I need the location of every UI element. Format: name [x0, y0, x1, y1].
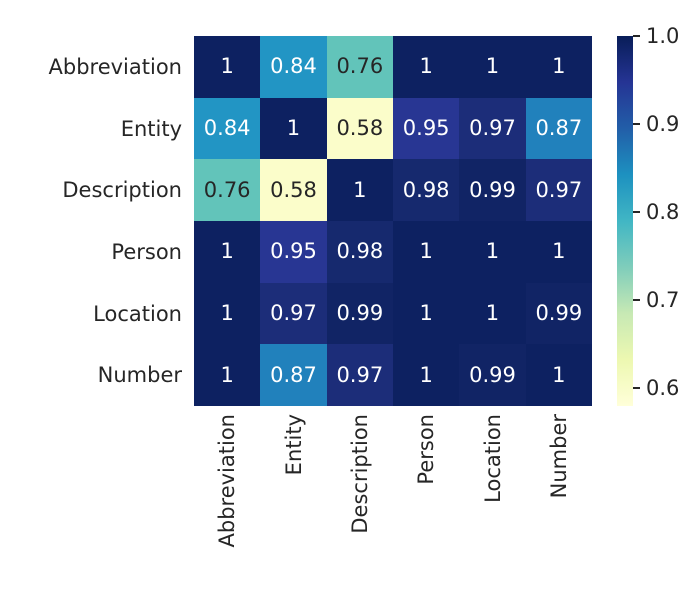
- heatmap-cell: 0.98: [326, 221, 393, 283]
- heatmap-cell: 1: [194, 344, 261, 406]
- heatmap-cell: 1: [459, 282, 526, 345]
- heatmap-cell: 0.95: [260, 221, 327, 283]
- heatmap-cell: 1: [459, 36, 526, 98]
- heatmap-cell: 0.99: [525, 282, 592, 345]
- colorbar-tick-mark: [633, 299, 640, 302]
- heatmap-cell: 0.76: [194, 159, 261, 221]
- heatmap-cell: 1: [194, 221, 261, 283]
- heatmap-cell: 0.97: [459, 97, 526, 160]
- heatmap-cell: 1: [194, 282, 261, 345]
- colorbar-tick-mark: [633, 387, 640, 390]
- x-tick-label: Description: [347, 414, 372, 534]
- heatmap-cell: 1: [459, 221, 526, 283]
- heatmap-cell: 0.97: [326, 344, 393, 406]
- colorbar-tick-mark: [633, 211, 640, 214]
- heatmap-cell: 0.58: [326, 97, 393, 160]
- heatmap-cell: 1: [393, 282, 460, 345]
- heatmap-cell: 0.99: [459, 344, 526, 406]
- heatmap-cell: 1: [393, 36, 460, 98]
- heatmap-cell: 0.87: [260, 344, 327, 406]
- heatmap-cell: 0.99: [459, 159, 526, 221]
- colorbar-tick-label: 0.6: [646, 376, 680, 401]
- colorbar-tick-label: 0.8: [646, 200, 680, 225]
- heatmap-cell: 0.87: [525, 97, 592, 160]
- heatmap-cell: 1: [525, 344, 592, 406]
- heatmap-cell: 0.84: [260, 36, 327, 98]
- heatmap-cell: 1: [525, 36, 592, 98]
- heatmap-cell: 0.84: [194, 97, 261, 160]
- heatmap-cell: 1: [260, 97, 327, 160]
- x-tick-label: Entity: [281, 414, 306, 476]
- colorbar-tick-mark: [633, 35, 640, 37]
- heatmap-cell: 0.76: [326, 36, 393, 98]
- colorbar-tick-mark: [633, 123, 640, 126]
- y-tick-label: Number: [97, 363, 182, 388]
- y-tick-label: Location: [93, 301, 182, 326]
- heatmap-grid: 1 0.84 0.76 1 1 1 0.84 1 0.58 0.95 0.97 0.87 0.76 0.5…: [194, 36, 592, 406]
- y-tick-label: Description: [62, 178, 182, 203]
- colorbar-tick-label: 0.7: [646, 288, 680, 313]
- y-tick-label: Abbreviation: [48, 54, 182, 79]
- heatmap-cell: 1: [194, 36, 261, 98]
- x-tick-label: Abbreviation: [215, 414, 240, 548]
- heatmap-cell: 0.97: [525, 159, 592, 221]
- colorbar-gradient: [617, 36, 633, 406]
- x-tick-label: Number: [546, 414, 571, 499]
- x-tick-label: Location: [480, 414, 505, 503]
- heatmap-cell: 0.58: [260, 159, 327, 221]
- x-tick-label: Person: [414, 414, 439, 485]
- heatmap-cell: 0.99: [326, 282, 393, 345]
- heatmap-cell: 1: [525, 221, 592, 283]
- colorbar-tick-label: 0.9: [646, 112, 680, 137]
- heatmap-cell: 0.98: [393, 159, 460, 221]
- y-tick-label: Person: [111, 239, 182, 264]
- heatmap-cell: 0.97: [260, 282, 327, 345]
- heatmap-cell: 0.95: [393, 97, 460, 160]
- heatmap-cell: 1: [393, 344, 460, 406]
- colorbar-tick-label: 1.0: [646, 24, 680, 48]
- heatmap-cell: 1: [326, 159, 393, 221]
- y-tick-label: Entity: [120, 116, 182, 141]
- heatmap-cell: 1: [393, 221, 460, 283]
